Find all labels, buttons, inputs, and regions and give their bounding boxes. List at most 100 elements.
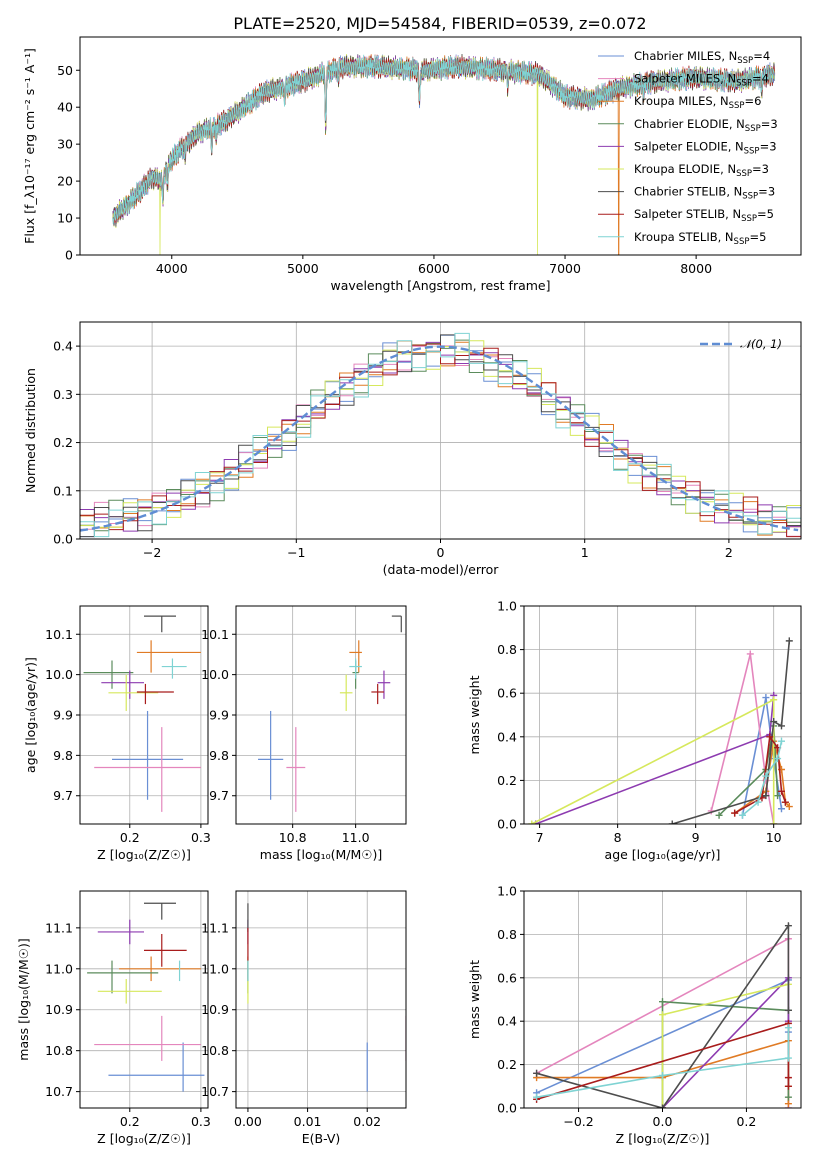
x-tick-label: 0.2 (120, 1114, 140, 1129)
weight-marker (784, 1093, 792, 1101)
spectrum-lines (112, 53, 776, 255)
legend-series-name: Kroupa STELIB (634, 230, 718, 244)
legend-nssp-sub: SSP (737, 56, 753, 66)
y-tick-label: 10.0 (45, 667, 73, 682)
age_vs_mass-axes: 10.8 11.0 9.7 9.8 9.9 10.0 10.1 mass [log₁₀(M/M… (201, 606, 406, 862)
weight_vs_age-frame (523, 605, 802, 825)
weight-marker (762, 694, 770, 702)
error-bar-point (144, 933, 187, 967)
weight-marker (777, 787, 785, 795)
y-axis-label: mass weight (467, 960, 482, 1039)
error-bar-point (349, 658, 362, 679)
x-tick-label: −2 (143, 545, 161, 560)
legend-nssp-value: 3 (768, 185, 775, 199)
weight-marker (781, 798, 789, 806)
error-bar-point (371, 683, 384, 705)
legend-series-name: Kroupa ELODIE (634, 162, 720, 176)
weight-marker (766, 733, 774, 741)
y-tick-label: 9.8 (53, 748, 73, 763)
histogram-series (80, 343, 801, 538)
weight-marker (715, 811, 723, 819)
spectrum-axes: 4000 5000 6000 7000 8000 0 10 20 30 40 50 wavelengt… (22, 48, 778, 293)
weight-marker (738, 811, 746, 819)
error-bar-point (94, 1015, 201, 1061)
y-tick-label: 0.8 (497, 927, 517, 942)
weight-marker (770, 696, 778, 704)
x-tick-label: 5000 (287, 261, 319, 276)
weight-marker (533, 1093, 541, 1101)
y-axis-label: Flux [f_λ10⁻¹⁷ erg cm⁻² s⁻¹ A⁻¹] (22, 48, 37, 244)
x-tick-label: 7000 (549, 261, 581, 276)
y-tick-label: 10.7 (45, 1084, 73, 1099)
y-tick-label: 0.2 (53, 435, 73, 450)
y-tick-label: 10.1 (201, 627, 229, 642)
weight-marker (784, 1082, 792, 1090)
y-tick-label: 0.4 (53, 339, 73, 354)
legend-nssp-prefix: , N (713, 94, 729, 108)
histogram-series (80, 334, 801, 538)
weight_vs_age-axes: 7 8 9 10 0.0 0.2 0.4 0.6 0.8 1.0 age [log₁₀(age/yr… (467, 599, 801, 862)
weight-marker (777, 722, 785, 730)
y-tick-label: 0.6 (497, 686, 517, 701)
weight-marker (659, 1071, 666, 1079)
weight_vs_age-lines (528, 637, 793, 824)
y-tick-label: 0.2 (497, 773, 517, 788)
weight_vs_Z-frame (523, 890, 802, 1109)
residual_histogram-frame (79, 321, 802, 540)
y-tick-label: 0.0 (497, 817, 517, 832)
legend-nssp-eq: = (744, 94, 754, 108)
y-tick-label: 10.9 (45, 1002, 73, 1017)
error-bar-point (83, 660, 134, 689)
y-tick-label: 9.7 (209, 788, 229, 803)
x-tick-label: 7 (536, 830, 544, 845)
y-tick-label: 0.0 (497, 1101, 517, 1116)
error-bar-point (97, 919, 144, 945)
legend-label: Salpeter STELIB, NSSP=5 (634, 207, 774, 224)
mass_vs_EBV-axes: 0.00 0.01 0.02 10.7 10.8 10.9 11.0 11.1 E(B-V) (201, 891, 406, 1146)
legend-nssp-value: 4 (762, 72, 769, 86)
legend-nssp-sub: SSP (736, 169, 752, 179)
x-tick-label: 6000 (418, 261, 450, 276)
weight-line (531, 698, 775, 824)
legend-nssp-value: 6 (754, 94, 761, 108)
legend-series-name: Salpeter ELODIE (634, 139, 728, 153)
x-tick-label: −0.2 (563, 1114, 593, 1129)
y-tick-label: 10.9 (201, 1002, 229, 1017)
x-axis-label: wavelength [Angstrom, rest frame] (330, 278, 550, 293)
legend-label: 𝒩(0, 1) (740, 337, 782, 351)
legend-nssp-value: 4 (763, 49, 770, 63)
error-bar-point (286, 727, 306, 812)
x-axis-label: Z [log₁₀(Z/Z☉)] (97, 847, 191, 862)
weight-marker (784, 1024, 792, 1032)
y-tick-label: 10.1 (45, 627, 73, 642)
x-tick-label: 0.0 (653, 1114, 673, 1129)
y-axis-label: mass weight (467, 675, 482, 754)
x-tick-label: 1 (581, 545, 589, 560)
mass_vs_EBV-points (247, 903, 406, 1092)
weight-marker (659, 1011, 666, 1019)
legend-nssp-sub: SSP (736, 79, 752, 89)
y-tick-label: 0.2 (497, 1057, 517, 1072)
y-tick-label: 10.0 (201, 667, 229, 682)
legend-nssp-eq: = (753, 49, 763, 63)
y-tick-label: 0.6 (497, 970, 517, 985)
histogram-series (80, 332, 801, 538)
y-tick-label: 11.1 (45, 920, 73, 935)
error-bar-point (108, 1042, 205, 1092)
weight-marker (659, 1104, 666, 1108)
legend-series-name: Kroupa MILES (634, 94, 713, 108)
error-bar-point (349, 640, 362, 673)
weight-marker (784, 1100, 792, 1108)
error-bar-point (119, 956, 201, 982)
legend-nssp-value: 3 (770, 117, 777, 131)
weight-marker (785, 803, 793, 811)
legend-label: Chabrier MILES, NSSP=4 (634, 49, 770, 66)
y-tick-label: 10 (57, 211, 73, 226)
normal-curve (80, 345, 799, 532)
legend-label: Kroupa ELODIE, NSSP=3 (634, 162, 769, 179)
y-tick-label: 10.8 (201, 1043, 229, 1058)
x-tick-label: −1 (287, 545, 305, 560)
mass_vs_Z-frame (79, 890, 209, 1109)
y-tick-label: 10.7 (201, 1084, 229, 1099)
y-tick-label: 0.1 (53, 483, 73, 498)
